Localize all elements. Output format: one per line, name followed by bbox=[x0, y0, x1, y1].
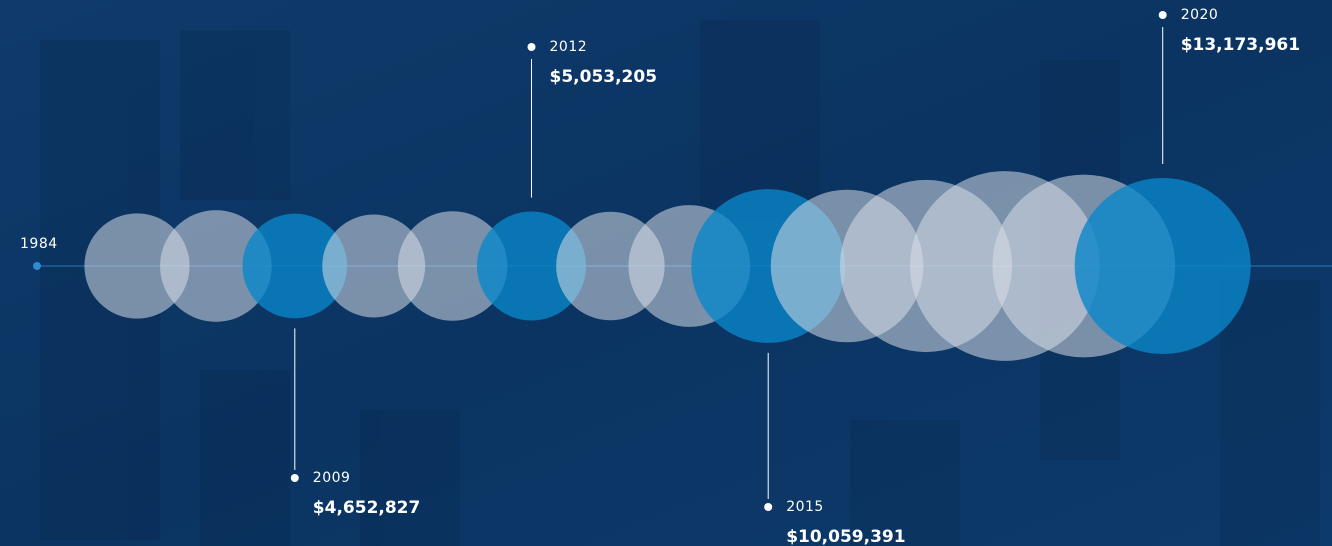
bubble bbox=[84, 213, 190, 319]
value-label: $13,173,961 bbox=[1181, 35, 1300, 55]
bubble bbox=[322, 214, 426, 318]
year-label: 2015 bbox=[786, 499, 824, 515]
year-label: 2009 bbox=[313, 470, 351, 486]
start-dot bbox=[33, 262, 41, 270]
bubbles bbox=[84, 171, 1251, 361]
bubble bbox=[160, 210, 272, 322]
start-label: 1984 bbox=[20, 236, 58, 252]
callout-dot bbox=[290, 474, 299, 482]
highlight-bubble bbox=[1074, 177, 1251, 355]
value-label: $4,652,827 bbox=[313, 498, 421, 518]
value-label: $10,059,391 bbox=[786, 527, 905, 546]
callout-dot bbox=[764, 503, 773, 511]
year-label: 2020 bbox=[1181, 7, 1219, 23]
callout-dot bbox=[527, 43, 536, 51]
callout-dot bbox=[1158, 11, 1167, 19]
highlight-bubble bbox=[242, 213, 348, 319]
year-label: 2012 bbox=[550, 39, 588, 55]
callouts: 2009 $4,652,827 2012 $5,053,205 2015 $10,059,… bbox=[290, 7, 1300, 546]
value-label: $5,053,205 bbox=[550, 67, 658, 87]
bubble bbox=[397, 211, 508, 321]
highlight-bubble bbox=[476, 211, 587, 321]
